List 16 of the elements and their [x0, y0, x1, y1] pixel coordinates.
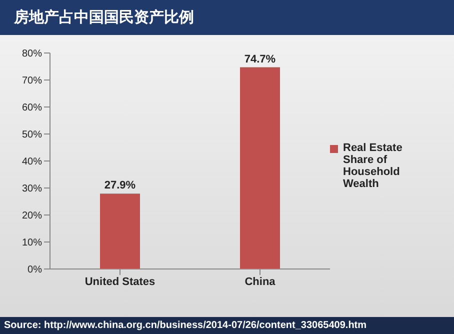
y-tick-label: 0%	[28, 264, 42, 276]
y-tick-label: 10%	[22, 238, 42, 249]
y-tick-label: 30%	[22, 184, 42, 195]
legend-label: Real Estate Share of Household Wealth	[343, 142, 404, 190]
source-note: Source: http://www.china.org.cn/business/2014-07/26/content_33065409.htm	[0, 317, 454, 334]
y-tick-label: 70%	[22, 76, 42, 87]
chart-title: 房地产占中国国民资产比例	[0, 0, 454, 35]
x-tick-label: China	[244, 276, 276, 288]
x-tick-label: United States	[84, 276, 156, 288]
y-tick-label: 80%	[22, 48, 42, 60]
y-tick-label: 40%	[22, 156, 42, 168]
y-tick-label: 60%	[22, 102, 42, 114]
y-tick-label: 50%	[22, 130, 42, 141]
data-label: 74.7%	[244, 53, 276, 66]
y-tick-label: 20%	[22, 210, 42, 222]
data-label: 27.9%	[104, 180, 136, 192]
